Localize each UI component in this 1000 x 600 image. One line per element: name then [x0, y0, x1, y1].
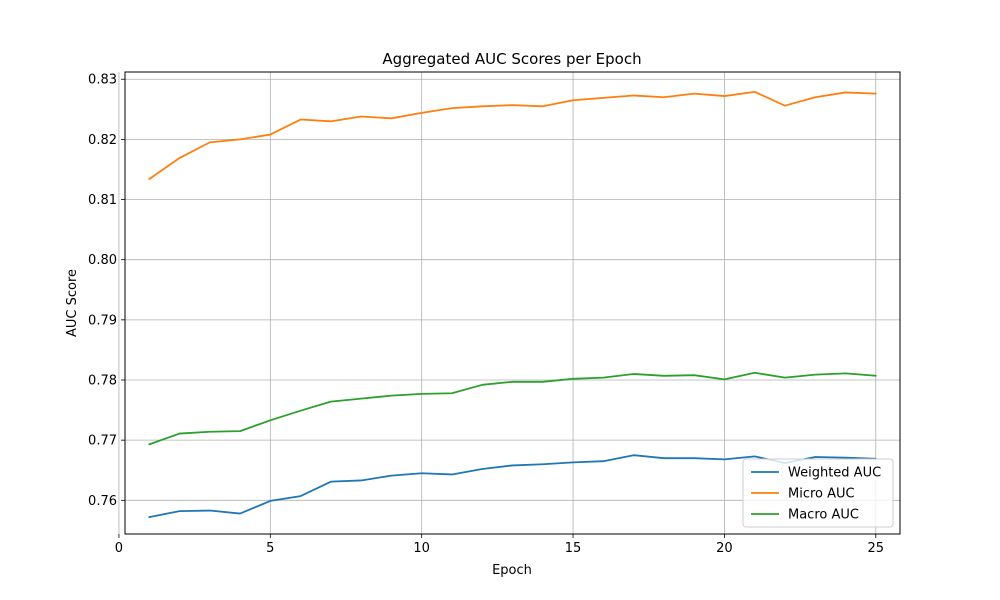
series-line-micro-auc — [148, 90, 877, 180]
series-line-weighted-auc — [148, 454, 877, 519]
x-axis-ticks: 0 5 10 15 20 25 — [115, 534, 884, 556]
y-axis-label: AUC Score — [65, 269, 80, 337]
y-tick-label: 0.79 — [88, 313, 117, 328]
plot-frame — [124, 71, 901, 535]
legend-box — [742, 458, 894, 528]
y-tick-label: 0.83 — [88, 73, 117, 88]
y-axis-ticks: 0.76 0.77 0.78 0.79 0.80 0.81 0.82 0.83 — [88, 73, 125, 509]
legend-label-weighted-auc: Weighted AUC — [788, 466, 881, 481]
y-tick-label: 0.77 — [88, 434, 117, 449]
y-tick-label: 0.81 — [88, 193, 117, 208]
x-tick-label: 15 — [565, 541, 582, 556]
x-axis-label: Epoch — [492, 563, 532, 578]
chart-title: Aggregated AUC Scores per Epoch — [382, 50, 641, 68]
y-tick-label: 0.76 — [88, 494, 117, 509]
x-tick-label: 20 — [716, 541, 733, 556]
legend-label-macro-auc: Macro AUC — [788, 508, 859, 523]
x-tick-label: 25 — [868, 541, 885, 556]
x-tick-label: 0 — [115, 541, 123, 556]
y-tick-label: 0.82 — [88, 133, 117, 148]
series-line-macro-auc — [148, 371, 877, 446]
legend: Weighted AUC Micro AUC Macro AUC — [742, 458, 894, 528]
grid — [118, 72, 900, 534]
legend-label-micro-auc: Micro AUC — [788, 487, 855, 502]
series-lines — [148, 90, 877, 519]
x-tick-label: 5 — [266, 541, 274, 556]
x-tick-label: 10 — [413, 541, 430, 556]
y-tick-label: 0.80 — [88, 253, 117, 268]
y-tick-label: 0.78 — [88, 374, 117, 389]
